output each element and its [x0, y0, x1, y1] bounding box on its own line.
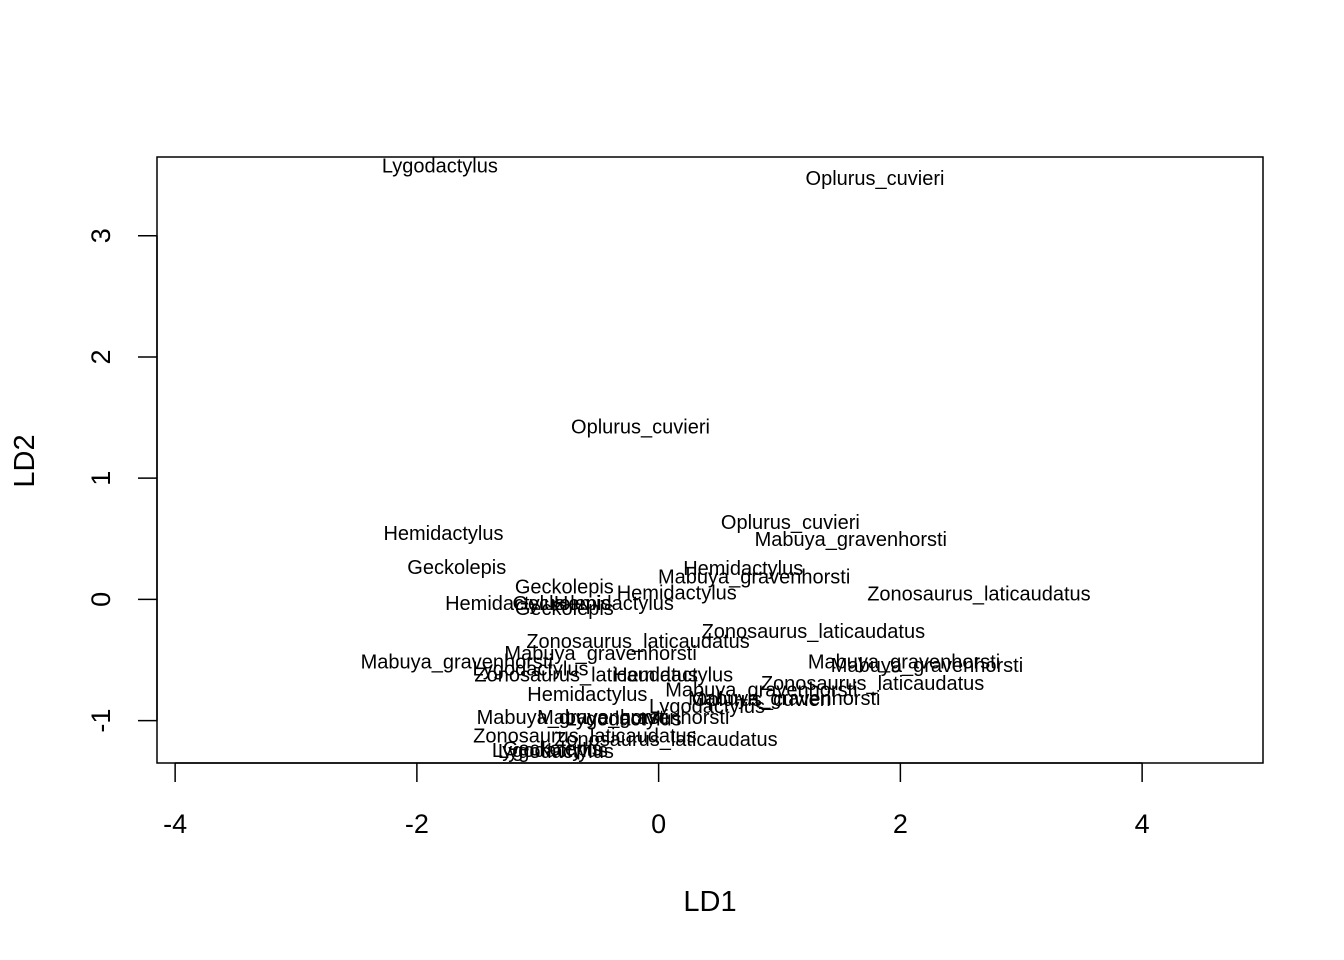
point-label: Mabuya_gravenhorsti	[477, 707, 669, 729]
y-axis: -1 0 1 2 3	[86, 228, 158, 733]
point-label: Mabuya_gravenhorsti	[537, 707, 729, 729]
point-label: Lygodactylus	[649, 696, 765, 718]
point-label: Hemidactylus	[445, 593, 565, 615]
point-label: Zonosaurus_laticaudatus	[554, 729, 777, 751]
point-label: Zonosaurus_laticaudatus	[473, 725, 696, 747]
point-label: Lygodactylus	[382, 156, 498, 178]
y-tick-label: 3	[86, 228, 116, 243]
point-labels: LygodactylusOplurus_cuvieriOplurus_cuvie…	[361, 156, 1091, 763]
point-label: Mabuya_gravenhorsti	[688, 688, 880, 710]
point-label: Mabuya_gravenhorsti	[665, 679, 857, 701]
point-label: Lygodactylus	[473, 659, 589, 681]
x-tick-label: -4	[163, 809, 187, 839]
point-label: Mabuya_gravenhorsti	[361, 651, 553, 673]
point-label: Zonosaurus_laticaudatus	[526, 631, 749, 653]
point-label: Mabuya_gravenhorsti	[504, 643, 696, 665]
point-label: Geckolepis	[407, 557, 506, 579]
y-axis-title: LD2	[9, 434, 41, 487]
point-label: Zonosaurus_laticaudatus	[867, 584, 1090, 606]
point-label: Geckolepis	[512, 593, 611, 615]
point-label: Hemidactylus	[383, 523, 503, 545]
point-label: Hemidactylus	[683, 558, 803, 580]
point-label: Mabuya_gravenhorsti	[658, 567, 850, 589]
point-label: Lygodactylus	[498, 741, 614, 763]
y-tick-label: 0	[86, 592, 116, 607]
point-label: Hemidactylus	[617, 582, 737, 604]
x-tick-label: 0	[651, 809, 666, 839]
point-label: Oplurus_cuvieri	[806, 168, 945, 190]
point-label: Zonosaurus_laticaudatus	[702, 621, 925, 643]
y-tick-label: 2	[86, 349, 116, 364]
x-axis-title: LD1	[683, 886, 736, 918]
point-label: Mabuya_gravenhorsti	[831, 655, 1023, 677]
point-label: Hemidactylus	[527, 684, 647, 706]
point-label: Geckolepis	[515, 598, 614, 620]
point-label: Lygodactylus	[566, 708, 682, 730]
point-label: Geckolepis	[515, 576, 614, 598]
x-tick-label: -2	[405, 809, 429, 839]
point-label: Oplurus_cuvieri	[721, 512, 860, 534]
x-tick-label: 2	[893, 809, 908, 839]
point-label: Hemidactylus	[613, 665, 733, 687]
point-label: Mabuya_gravenhorsti	[755, 529, 947, 551]
point-label: Oplurus_cuvieri	[571, 416, 710, 438]
point-label: Zonosaurus_laticaudatus	[761, 673, 984, 695]
point-label: Geckolepis	[503, 739, 602, 761]
point-label: Lygodactylus	[492, 740, 608, 762]
point-label: Oplurus_cuvieri	[692, 689, 831, 711]
point-label: Mabuya_gravenhorsti	[808, 651, 1000, 673]
x-axis: -4 -2 0 2 4	[163, 762, 1150, 839]
x-tick-label: 4	[1135, 809, 1150, 839]
y-tick-label: -1	[86, 709, 116, 733]
y-tick-label: 1	[86, 471, 116, 486]
point-label: Hemidactylus	[554, 593, 674, 615]
point-label: Zonosaurus_laticaudatus	[474, 665, 697, 687]
